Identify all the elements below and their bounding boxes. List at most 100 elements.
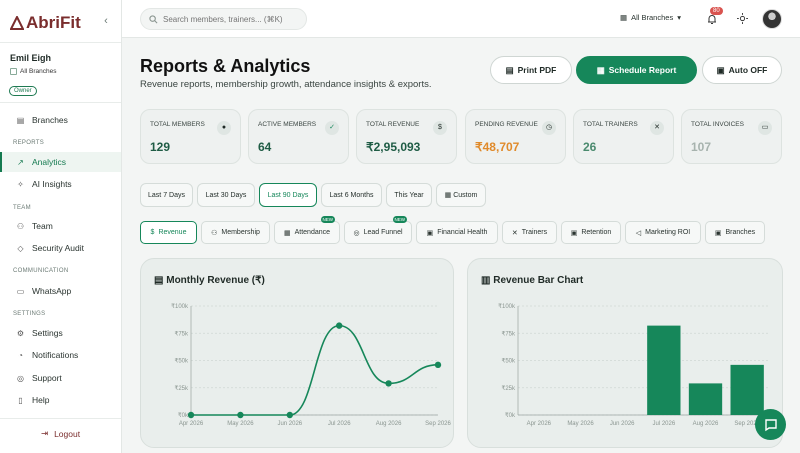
- dumbbell-icon: ✕: [650, 121, 664, 135]
- building-icon: ▦: [620, 13, 628, 22]
- range-last-7-days[interactable]: Last 7 Days: [140, 183, 193, 207]
- sidebar-item-help[interactable]: ▯ Help: [0, 390, 121, 410]
- sidebar-item-label: Notifications: [32, 350, 79, 360]
- members-icon: ⚇: [211, 229, 218, 237]
- branch-selector[interactable]: ▦ All Branches ▾: [620, 13, 681, 22]
- section-communication: COMMUNICATION: [13, 268, 69, 274]
- line-chart-title: ▤ Monthly Revenue (₹): [154, 275, 265, 286]
- user-branch: All Branches: [10, 68, 57, 75]
- sidebar-item-ai-insights[interactable]: ✧ AI Insights: [0, 174, 121, 194]
- revenue-line: [190, 324, 439, 416]
- range-last-30-days[interactable]: Last 30 Days: [197, 183, 255, 207]
- kpi-value: 129: [150, 140, 171, 154]
- sidebar-item-branches[interactable]: ▤ Branches: [0, 110, 121, 130]
- help-icon: ▯: [18, 395, 23, 405]
- x-tick-label: Jul 2026: [328, 421, 351, 427]
- x-tick-label: Aug 2026: [693, 421, 719, 427]
- tab-label: Trainers: [521, 229, 548, 236]
- y-tick-label: ₹75k: [175, 330, 189, 337]
- x-tick-label: Aug 2026: [376, 421, 402, 427]
- y-tick-label: ₹25k: [502, 385, 516, 392]
- tab-attendance[interactable]: ▦ Attendance NEW: [274, 216, 340, 244]
- range-custom[interactable]: ▦ Custom: [436, 183, 486, 207]
- collapse-sidebar-icon[interactable]: ‹: [104, 15, 108, 27]
- gear-icon: ⚙: [16, 328, 25, 338]
- sidebar-item-team[interactable]: ⚇ Team: [0, 216, 121, 236]
- brand-logo[interactable]: AbriFit: [10, 13, 81, 33]
- sidebar-item-settings[interactable]: ⚙ Settings: [0, 323, 121, 343]
- data-point: [237, 411, 244, 419]
- sidebar-item-security-audit[interactable]: ◇ Security Audit: [0, 238, 121, 258]
- calendar-icon: ▦: [444, 192, 452, 199]
- tab-revenue[interactable]: $ Revenue: [140, 221, 197, 244]
- sidebar-item-label: WhatsApp: [32, 286, 72, 296]
- tab-trainers[interactable]: ✕ Trainers: [502, 221, 557, 244]
- range-this-year[interactable]: This Year: [386, 183, 432, 207]
- tab-label: Branches: [725, 229, 756, 236]
- range-last-90-days[interactable]: Last 90 Days: [259, 183, 317, 207]
- tab-retention[interactable]: ▣ Retention: [561, 221, 621, 244]
- data-point: [286, 411, 293, 419]
- print-pdf-button[interactable]: ▤ Print PDF: [490, 56, 572, 84]
- user-branch-label: All Branches: [20, 68, 57, 75]
- tab-label: Financial Health: [437, 229, 488, 236]
- bell-icon[interactable]: [706, 13, 718, 25]
- chevron-down-icon: ▾: [677, 13, 681, 22]
- schedule-report-button[interactable]: ▦ Schedule Report: [576, 56, 697, 84]
- building-icon: [10, 68, 17, 75]
- kpi-label: ACTIVE MEMBERS: [258, 121, 317, 128]
- chart-icon: ▤: [154, 275, 164, 286]
- sidebar-item-support[interactable]: ◎ Support: [0, 368, 121, 388]
- money-bag-icon: $: [150, 229, 155, 236]
- data-point: [385, 380, 392, 387]
- logout-icon: ⇥: [40, 428, 49, 438]
- tab-membership[interactable]: ⚇ Membership: [201, 221, 270, 244]
- x-tick-label: Jul 2026: [652, 421, 675, 427]
- avatar[interactable]: [762, 9, 782, 29]
- tab-marketing-roi[interactable]: ◁ Marketing ROI: [625, 221, 701, 244]
- tab-lead-funnel[interactable]: ◎ Lead Funnel NEW: [344, 216, 412, 244]
- sidebar: AbriFit ‹ Emil Eigh All Branches Owner ▤…: [0, 0, 122, 453]
- revenue-bar: [688, 383, 723, 415]
- sidebar-item-analytics[interactable]: ↗ Analytics: [0, 152, 121, 172]
- data-point: [434, 361, 442, 369]
- section-settings: SETTINGS: [13, 311, 46, 317]
- kpi-label: PENDING REVENUE: [475, 121, 538, 128]
- sidebar-item-label: Support: [32, 373, 62, 383]
- tab-label: Membership: [221, 229, 260, 236]
- theme-toggle-icon[interactable]: [737, 13, 748, 24]
- tab-financial-health[interactable]: ▣ Financial Health: [416, 221, 498, 244]
- x-tick-label: May 2026: [227, 421, 254, 427]
- sidebar-item-whatsapp[interactable]: ▭ WhatsApp: [0, 281, 121, 301]
- notification-badge: 80: [710, 7, 723, 15]
- section-reports: REPORTS: [13, 140, 44, 146]
- kpi-value: 107: [691, 140, 712, 154]
- revenue-bar: [647, 325, 681, 415]
- line-chart: ₹0k ₹25k ₹50k ₹75k ₹100k Apr 2026 May 2026 Jun …: [171, 303, 451, 427]
- range-last-6-months[interactable]: Last 6 Months: [321, 183, 382, 207]
- team-icon: ⚇: [16, 221, 25, 231]
- bar-chart-title: ▥ Revenue Bar Chart: [481, 275, 583, 286]
- calendar-icon: ▦: [283, 229, 291, 237]
- clock-icon: ◷: [542, 121, 556, 135]
- kpi-total-members: TOTAL MEMBERS 129 ●: [140, 109, 241, 164]
- kpi-total-invoices: TOTAL INVOICES 107 ▭: [681, 109, 782, 164]
- shield-icon: ◇: [17, 243, 24, 253]
- logo-icon: [10, 16, 24, 30]
- retention-icon: ▣: [570, 229, 578, 237]
- sidebar-item-label: Branches: [32, 115, 68, 125]
- tab-branches[interactable]: ▣ Branches: [705, 221, 765, 244]
- money-bag-icon: $: [433, 121, 447, 135]
- chat-fab-button[interactable]: [755, 409, 786, 440]
- x-tick-label: Apr 2026: [527, 421, 552, 427]
- sidebar-item-notifications[interactable]: ◔ Notifications: [0, 345, 121, 365]
- kpi-label: TOTAL REVENUE: [366, 121, 420, 128]
- y-tick-label: ₹50k: [502, 358, 516, 365]
- tab-label: Attendance: [294, 229, 331, 236]
- search-icon: [149, 14, 158, 23]
- auto-toggle-button[interactable]: ▣ Auto OFF: [702, 56, 782, 84]
- logout-button[interactable]: ⇥ Logout: [0, 428, 121, 439]
- search-box[interactable]: [140, 8, 307, 30]
- revenue-bar: [730, 364, 764, 415]
- search-input[interactable]: [163, 14, 303, 24]
